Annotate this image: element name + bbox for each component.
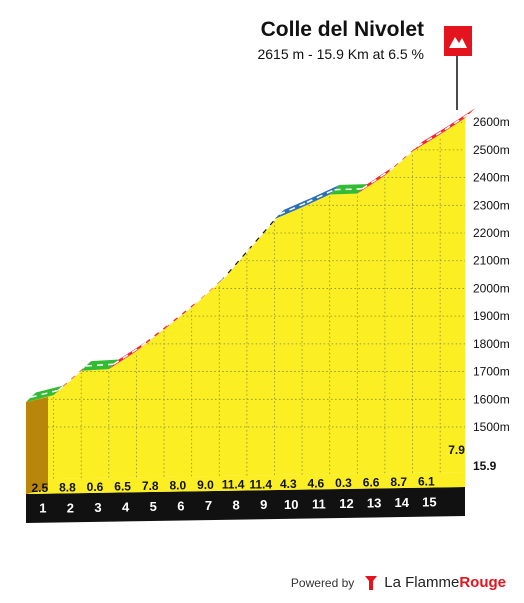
labels-group: 2.5 8.8 0.6 6.5 7.8 8.0 9.0 11.4 11.4 4.3 4.6 0.3 6.… [31,115,509,516]
altitude-tick-label: 2200m [473,226,510,240]
km-label: 6 [177,499,184,514]
gridlines-group [28,121,465,479]
gradient-label: 6.6 [363,475,380,489]
road-centerline [140,324,170,347]
altitude-tick-label: 2500m [473,143,510,157]
road-centerline [113,345,142,365]
altitude-tick-label: 1600m [473,392,510,406]
altitude-tick-label: 1700m [473,365,510,379]
altitude-tick-label: 2300m [473,198,510,212]
road-centerline [251,213,280,247]
summit-flag [444,26,472,56]
altitude-tick-label: 1500m [473,420,510,434]
summit-flag-group [444,26,472,111]
start-block [26,397,48,494]
road-centerline [86,363,114,367]
km-label: 8 [232,498,239,513]
km-label: 5 [150,499,157,514]
end-km-label: 15.9 [473,459,497,473]
road-group [26,108,475,403]
powered-by-label: Powered by [290,575,355,590]
mountain-icon [449,37,467,48]
profile-area [26,118,465,479]
profile-fill-group [26,118,465,479]
km-label: 15 [422,495,436,510]
gradient-label: 4.3 [280,477,297,491]
road-centerline [416,128,446,148]
gradient-label: 6.5 [114,479,131,493]
altitude-tick-label: 1800m [473,337,510,351]
road-centerline [168,301,197,326]
gradient-label: 11.4 [249,477,272,491]
gradient-label: 4.6 [308,476,325,490]
gradient-label: 6.1 [418,475,435,489]
altitude-tick-label: 2100m [473,254,510,268]
altitude-tick-label: 1900m [473,309,510,323]
gradient-label: 8.7 [390,475,407,489]
gradient-label: 2.5 [31,481,48,495]
km-label: 9 [260,497,267,512]
gradient-label: 0.6 [87,480,104,494]
base-group [26,397,465,523]
km-label: 14 [395,495,410,510]
footer-branding: Powered by La Flamme Rouge [291,574,506,591]
gradient-label: 7.8 [142,479,159,493]
road-centerline [444,112,471,131]
km-label: 13 [367,495,381,510]
road-centerline [334,188,363,191]
brand-name-bold: Rouge [459,574,506,591]
gradient-label: 8.0 [170,479,187,493]
brand-name-normal: La Flamme [384,574,460,591]
chart-subtitle: 2615 m - 15.9 Km at 6.5 % [257,46,424,62]
gradient-label: 9.0 [197,478,214,492]
km-label: 7 [205,498,212,513]
road-centerline [223,245,253,279]
road-centerline [279,201,308,216]
road-centerline [361,169,391,190]
km-label: 12 [339,496,353,511]
km-label: 1 [39,501,46,516]
altitude-tick-label: 2000m [473,281,510,295]
gradient-label: 8.8 [59,480,76,494]
gradient-label: 11.4 [222,478,245,492]
flame-logo-icon [365,575,378,590]
gradient-label: 7.9 [448,443,465,457]
gradient-label-strip [26,472,465,494]
base-strip [26,487,465,523]
km-label: 4 [122,499,130,514]
road-centerline [30,389,59,398]
km-label: 11 [312,496,326,511]
road-centerline [306,189,335,204]
km-label: 2 [67,500,74,515]
km-label: 10 [284,497,298,512]
altitude-tick-label: 2400m [473,171,510,185]
chart-title: Colle del Nivolet [260,18,424,41]
gradient-label: 0.3 [335,476,352,490]
altitude-tick-label: 2600m [473,115,510,129]
km-label: 3 [94,500,101,515]
